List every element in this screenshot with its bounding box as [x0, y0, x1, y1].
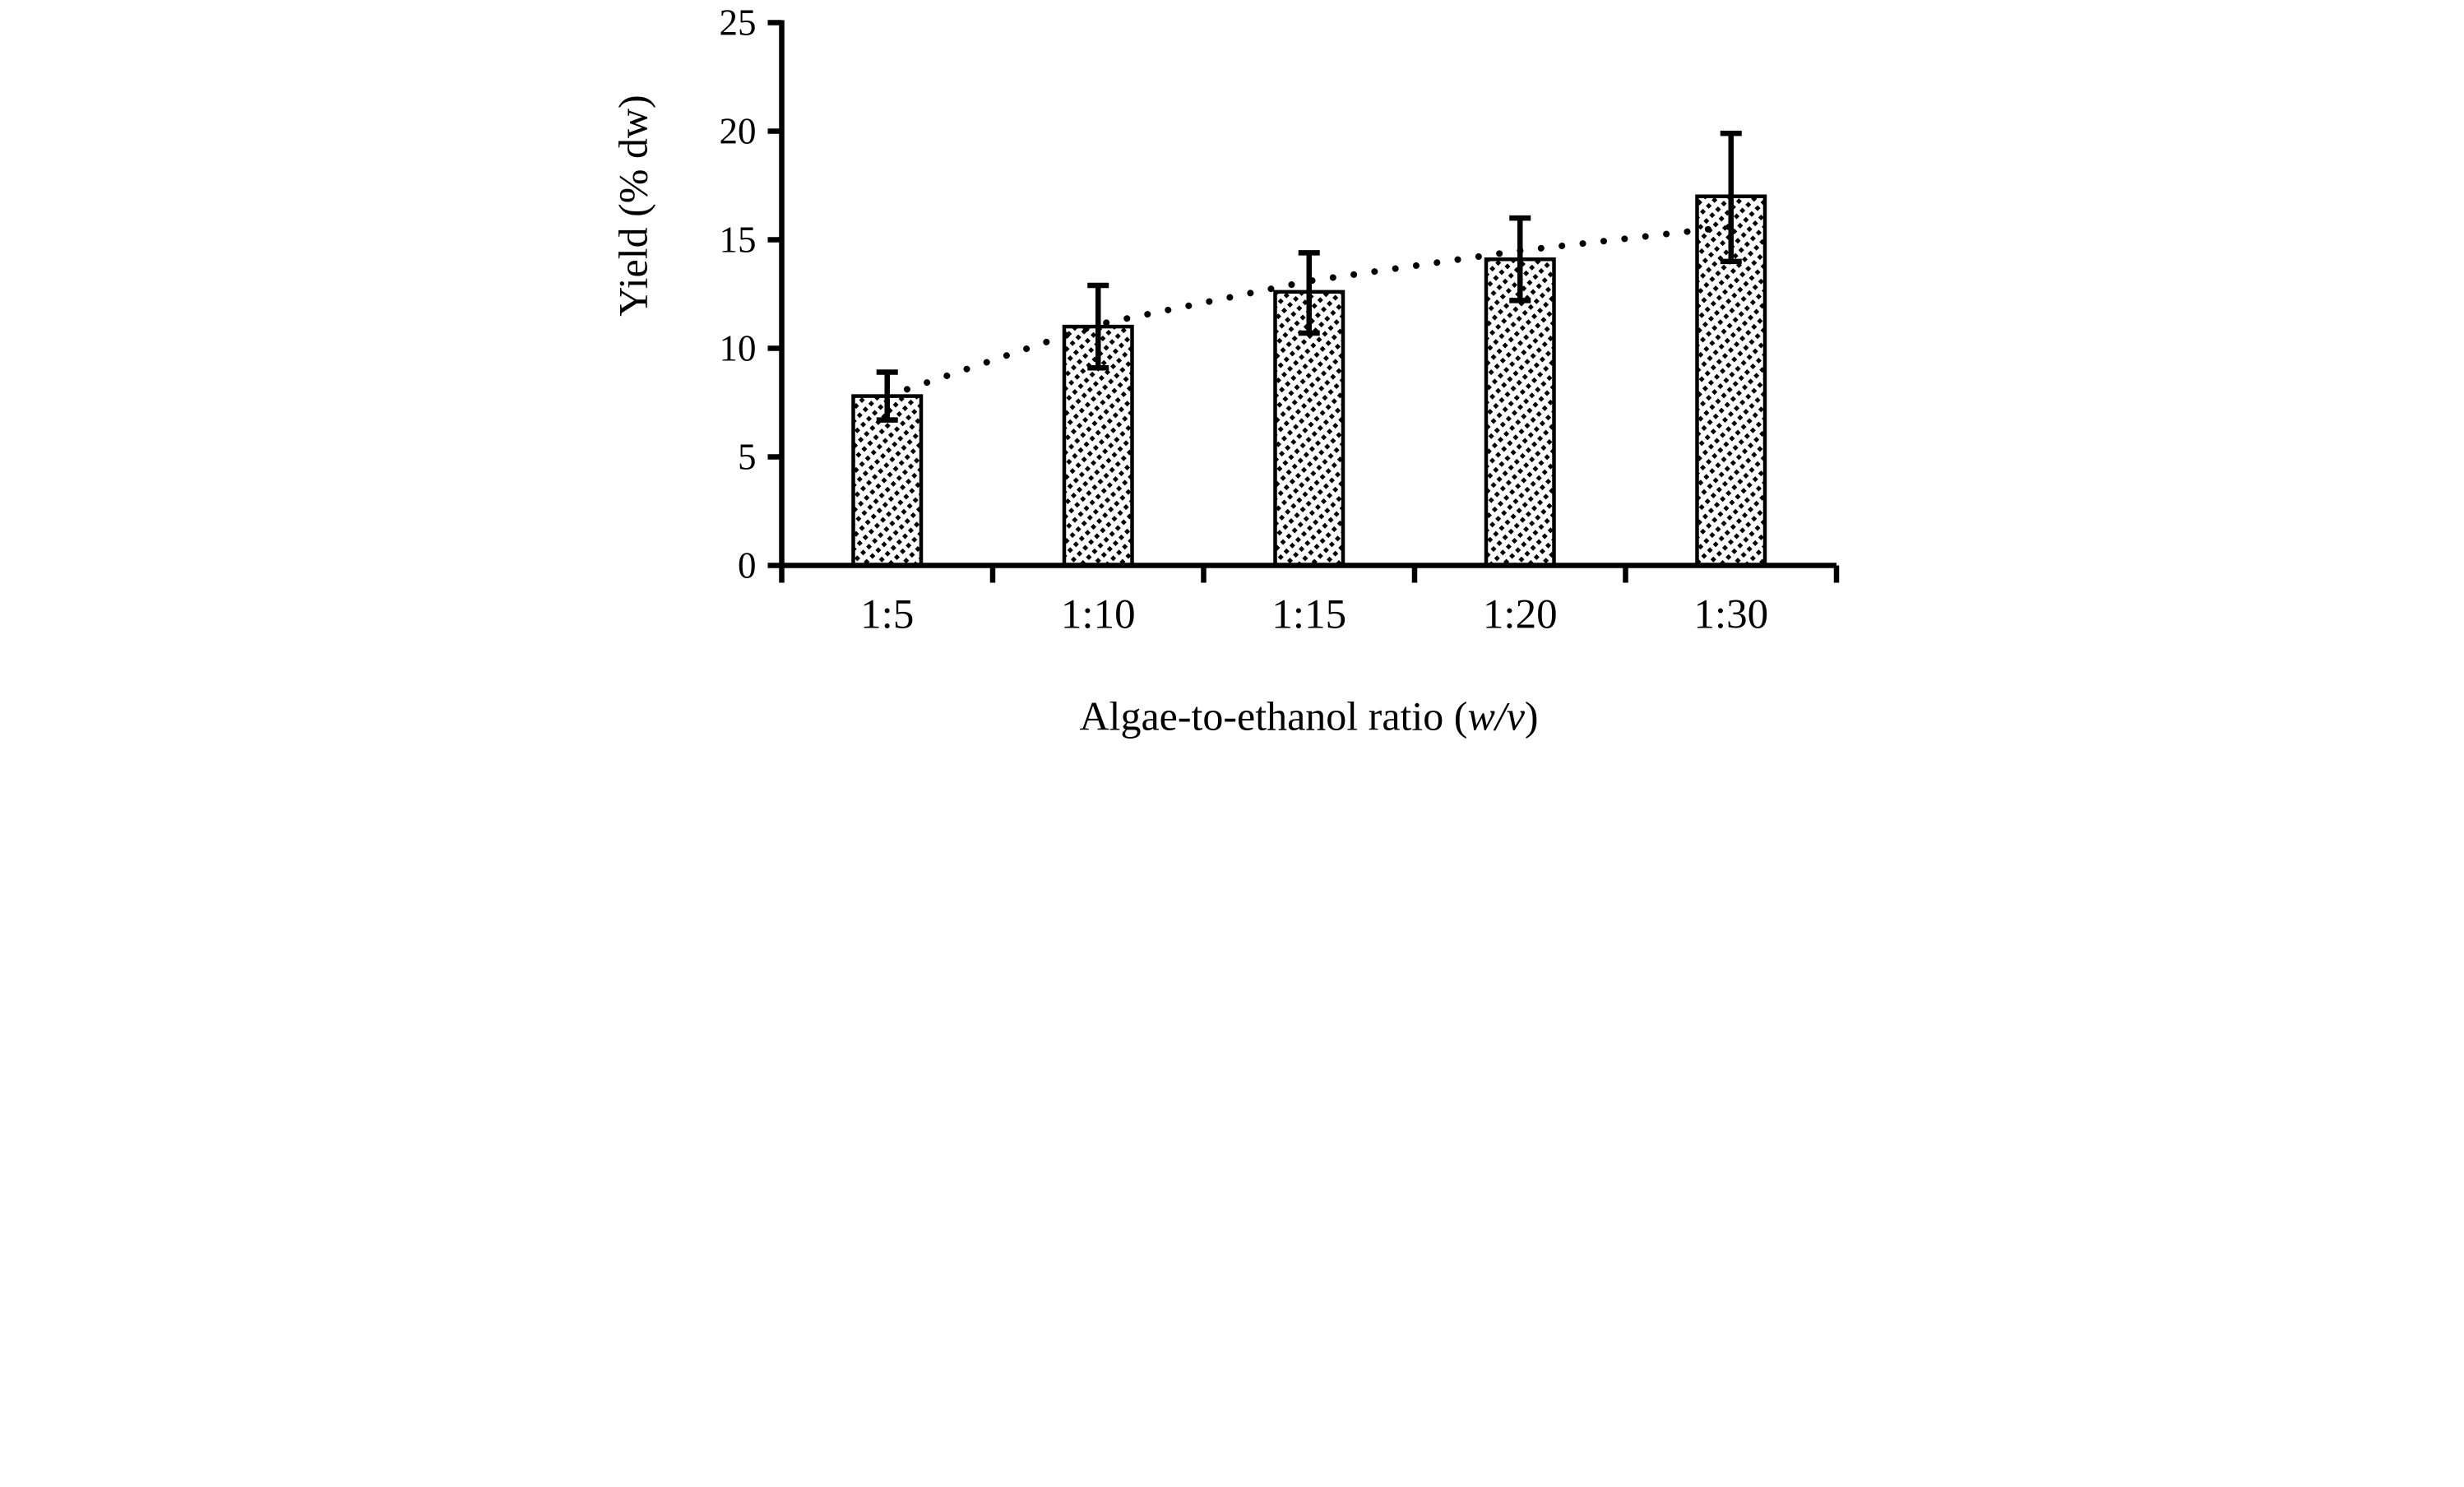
y-tick-label: 20 — [720, 111, 757, 152]
bar-chart-canvas: 0 5 10 15 20 25 1:5 1:10 1:15 1:20 1:30 Yield (% d… — [616, 0, 1848, 744]
x-category-label: 1:10 — [1061, 592, 1136, 638]
x-category-label: 1:15 — [1271, 592, 1346, 638]
y-axis-title: Yield (% dw) — [616, 95, 656, 316]
error-bar-1:15 — [1298, 250, 1320, 336]
x-axis-title: Algae-to-ethanol ratio (w/v) — [1079, 693, 1538, 739]
bar-1:5 — [851, 394, 924, 567]
x-axis-title-prefix: Algae-to-ethanol ratio ( — [1079, 693, 1467, 739]
bar-1:15 — [1273, 290, 1345, 567]
error-bar-1:5 — [876, 369, 898, 423]
x-category-label: 1:30 — [1693, 592, 1768, 638]
error-bar-1:20 — [1509, 215, 1531, 303]
plot-area: 0 5 10 15 20 25 1:5 1:10 1:15 1:20 1:30 — [720, 2, 1840, 638]
x-category-label: 1:5 — [860, 592, 914, 638]
x-category-label: 1:20 — [1483, 592, 1558, 638]
x-axis-title-italic: w/v — [1467, 693, 1525, 739]
error-bar-1:10 — [1087, 282, 1109, 371]
bar-1:20 — [1484, 257, 1556, 567]
figure-container: 0 5 10 15 20 25 1:5 1:10 1:15 1:20 1:30 Yield (% d… — [616, 0, 1848, 744]
y-tick-label: 10 — [720, 328, 757, 369]
y-tick-label: 5 — [738, 437, 757, 478]
y-tick-label: 25 — [720, 2, 757, 44]
x-axis-title-suffix: ) — [1525, 693, 1539, 739]
yield-bar-chart-figure: 0 5 10 15 20 25 1:5 1:10 1:15 1:20 1:30 Yield (% d… — [616, 0, 1848, 744]
y-tick-label: 15 — [720, 220, 757, 261]
y-tick-label: 0 — [738, 545, 757, 586]
error-bar-1:30 — [1720, 130, 1742, 265]
